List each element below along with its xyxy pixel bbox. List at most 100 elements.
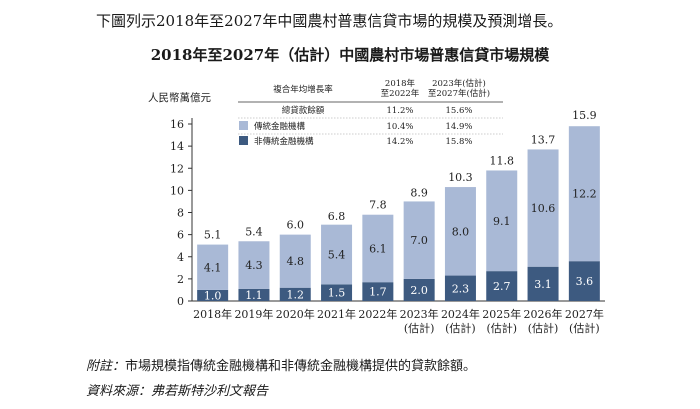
y-tick-label: 8 bbox=[177, 207, 184, 220]
x-tick-sublabel: (估計) bbox=[404, 321, 435, 335]
data-label-non-traditional: 1.2 bbox=[287, 288, 305, 301]
bar-segment-non-traditional bbox=[527, 266, 559, 301]
y-tick-label: 16 bbox=[170, 118, 184, 131]
cagr-value: 10.4% bbox=[386, 122, 413, 132]
x-tick-label: 2027年 bbox=[565, 307, 604, 321]
x-tick-label: 2026年 bbox=[524, 307, 563, 321]
x-tick-sublabel: (估計) bbox=[445, 321, 476, 335]
data-label-traditional: 10.6 bbox=[531, 202, 556, 215]
data-label-non-traditional: 2.3 bbox=[452, 282, 470, 295]
remark-text: 市場規模指傳統金融機構和非傳統金融機構提供的貸款餘額。 bbox=[125, 359, 477, 374]
bar-segment-traditional bbox=[362, 214, 394, 283]
remark-note: 附註：市場規模指傳統金融機構和非傳統金融機構提供的貸款餘額。 bbox=[86, 355, 476, 374]
bar-segment-traditional bbox=[238, 241, 270, 289]
x-tick-label: 2024年 bbox=[441, 307, 480, 321]
data-label-non-traditional: 2.7 bbox=[493, 280, 511, 293]
data-label-non-traditional: 2.0 bbox=[410, 284, 428, 297]
bar-segment-non-traditional bbox=[444, 275, 476, 301]
data-label-non-traditional: 1.0 bbox=[204, 289, 222, 302]
y-tick-label: 10 bbox=[170, 184, 184, 197]
total-label: 10.3 bbox=[448, 171, 473, 184]
total-label: 6.0 bbox=[287, 219, 305, 232]
x-tick-sublabel: (估計) bbox=[569, 321, 600, 335]
cagr-col1-header: 2018年 bbox=[385, 78, 416, 89]
bar-segment-traditional bbox=[403, 201, 435, 279]
x-tick-label: 2023年 bbox=[400, 307, 439, 321]
bar-segment-non-traditional bbox=[362, 282, 394, 301]
bar-segment-traditional bbox=[321, 224, 353, 285]
data-label-traditional: 4.3 bbox=[245, 259, 263, 272]
bar-segment-traditional bbox=[527, 149, 559, 267]
data-label-traditional: 8.0 bbox=[452, 225, 470, 238]
data-label-traditional: 9.1 bbox=[493, 215, 511, 228]
legend-swatch bbox=[239, 121, 248, 130]
bar-segment-non-traditional bbox=[568, 261, 600, 301]
x-tick-sublabel: (估計) bbox=[486, 321, 517, 335]
bar-segment-traditional bbox=[197, 244, 229, 290]
y-tick-label: 6 bbox=[177, 229, 184, 242]
bar-segment-non-traditional bbox=[238, 288, 270, 301]
data-label-traditional: 12.2 bbox=[572, 188, 597, 201]
total-label: 13.7 bbox=[531, 133, 556, 146]
legend-label: 非傳統金融機構 bbox=[254, 136, 314, 147]
data-label-traditional: 5.4 bbox=[328, 249, 346, 262]
chart-title: 2018年至2027年（估計）中國農村市場普惠信貸市場規模 bbox=[150, 46, 550, 64]
y-axis-label: 人民幣萬億元 bbox=[148, 91, 211, 104]
cagr-value: 14.9% bbox=[445, 122, 472, 132]
remark-label: 附註： bbox=[86, 359, 126, 374]
data-label-traditional: 6.1 bbox=[369, 242, 387, 255]
source-text: 弗若斯特沙利文報告 bbox=[151, 384, 269, 399]
cagr-value: 15.8% bbox=[445, 137, 472, 147]
total-label: 11.8 bbox=[490, 154, 515, 167]
total-label: 6.8 bbox=[328, 210, 346, 223]
data-label-traditional: 7.0 bbox=[410, 234, 428, 247]
x-tick-sublabel: (估計) bbox=[528, 321, 559, 335]
x-tick-label: 2022年 bbox=[358, 307, 397, 321]
bar-segment-non-traditional bbox=[486, 271, 518, 301]
total-label: 8.9 bbox=[410, 187, 428, 200]
y-tick-label: 0 bbox=[177, 295, 184, 308]
data-label-non-traditional: 3.6 bbox=[576, 275, 594, 288]
data-label-non-traditional: 1.5 bbox=[328, 287, 346, 300]
bar-segment-traditional bbox=[486, 170, 518, 272]
x-tick-label: 2025年 bbox=[482, 307, 521, 321]
x-tick-label: 2019年 bbox=[234, 307, 273, 321]
cagr-value: 11.2% bbox=[386, 106, 413, 116]
bar-segment-non-traditional bbox=[321, 284, 353, 301]
y-tick-label: 14 bbox=[170, 140, 184, 153]
source-label: 資料來源： bbox=[86, 384, 152, 399]
data-label-non-traditional: 1.7 bbox=[369, 286, 387, 299]
bar-segment-traditional bbox=[279, 234, 311, 288]
source-note: 資料來源：弗若斯特沙利文報告 bbox=[86, 380, 268, 399]
data-label-non-traditional: 1.1 bbox=[245, 289, 263, 302]
legend-label: 總貸款餘額 bbox=[282, 105, 325, 116]
cagr-col1-header: 至2022年 bbox=[381, 88, 420, 99]
legend-swatch bbox=[239, 136, 248, 145]
bar-segment-traditional bbox=[568, 126, 600, 262]
x-tick-label: 2021年 bbox=[317, 307, 356, 321]
bar-segment-traditional bbox=[444, 187, 476, 276]
x-tick-label: 2020年 bbox=[276, 307, 315, 321]
data-label-traditional: 4.8 bbox=[287, 255, 305, 268]
bar-segment-non-traditional bbox=[403, 278, 435, 301]
total-label: 5.4 bbox=[245, 225, 263, 238]
x-tick-label: 2018年 bbox=[193, 307, 232, 321]
cagr-col2-header: 2023年(估計) bbox=[432, 78, 486, 89]
y-tick-label: 2 bbox=[177, 273, 184, 286]
cagr-value: 15.6% bbox=[445, 106, 472, 116]
cagr-value: 14.2% bbox=[386, 137, 413, 147]
total-label: 15.9 bbox=[572, 109, 597, 122]
intro-text: 下圖列示2018年至2027年中國農村普惠信貸市場的規模及預測增長。 bbox=[96, 12, 563, 30]
cagr-header-label: 複合年均增長率 bbox=[273, 84, 333, 95]
bar-segment-non-traditional bbox=[197, 289, 229, 301]
y-tick-label: 12 bbox=[170, 162, 184, 175]
cagr-col2-header: 至2027年(估計) bbox=[428, 88, 490, 99]
legend-label: 傳統金融機構 bbox=[254, 121, 306, 132]
total-label: 7.8 bbox=[369, 199, 387, 212]
total-label: 5.1 bbox=[204, 229, 222, 242]
data-label-non-traditional: 3.1 bbox=[534, 278, 552, 291]
data-label-traditional: 4.1 bbox=[204, 261, 222, 274]
bar-segment-non-traditional bbox=[279, 287, 311, 301]
y-tick-label: 4 bbox=[177, 251, 184, 264]
